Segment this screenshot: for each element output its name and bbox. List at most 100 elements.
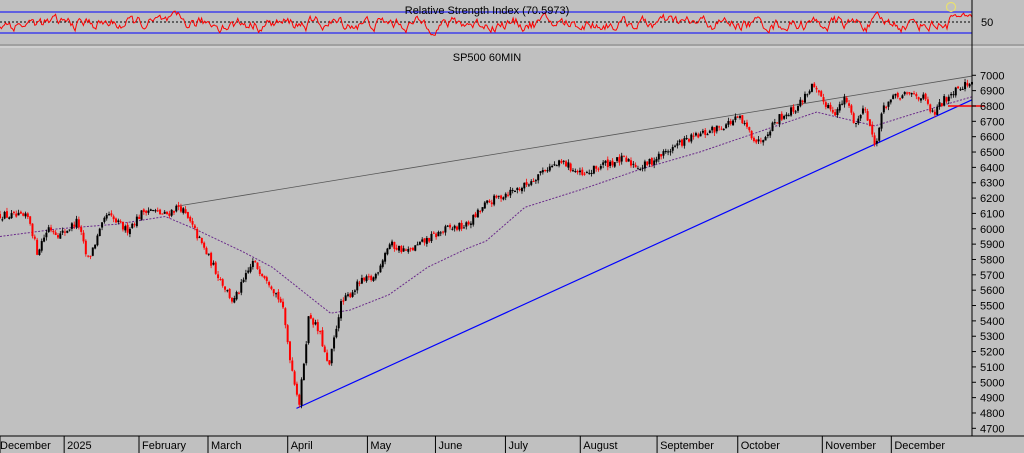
candle-body bbox=[349, 293, 352, 298]
candle-body bbox=[370, 275, 373, 281]
candle-body bbox=[578, 170, 581, 173]
candle-body bbox=[773, 122, 776, 124]
candle-body bbox=[866, 111, 869, 121]
candle-body bbox=[112, 216, 115, 220]
candle-body bbox=[22, 213, 25, 216]
candle-body bbox=[495, 195, 498, 198]
candle-body bbox=[581, 169, 584, 175]
candle-body bbox=[135, 216, 138, 227]
candle-body bbox=[908, 92, 911, 94]
candle-body bbox=[553, 164, 556, 166]
trendlines bbox=[179, 75, 973, 409]
candle-body bbox=[940, 103, 943, 107]
candle-body bbox=[31, 223, 34, 237]
time-axis-labels: December 2025 February March April May June Jul… bbox=[0, 436, 945, 453]
candle-body bbox=[358, 282, 361, 284]
candle-body bbox=[706, 134, 709, 136]
time-axis-label: December bbox=[894, 440, 945, 452]
resistance-trendline bbox=[179, 75, 973, 207]
candle-body bbox=[620, 155, 623, 162]
candle-body bbox=[277, 291, 280, 300]
candle-body bbox=[848, 103, 851, 106]
candle-body bbox=[224, 286, 227, 290]
candle-body bbox=[377, 272, 380, 274]
candle-body bbox=[446, 225, 449, 227]
candle-body bbox=[365, 276, 368, 282]
candle-body bbox=[513, 191, 516, 193]
candle-body bbox=[59, 233, 62, 239]
candle-body bbox=[121, 221, 124, 230]
price-tick-label: 4700 bbox=[980, 423, 1004, 435]
candle-body bbox=[126, 224, 129, 233]
candle-body bbox=[444, 226, 447, 233]
candle-body bbox=[669, 151, 672, 153]
candle-body bbox=[592, 165, 595, 174]
candle-body bbox=[210, 252, 213, 266]
candle-body bbox=[103, 217, 106, 222]
candle-body bbox=[641, 167, 644, 169]
candle-body bbox=[822, 97, 825, 102]
candle-body bbox=[653, 160, 656, 165]
candle-body bbox=[437, 231, 440, 237]
candle-body bbox=[184, 209, 187, 214]
candle-body bbox=[270, 286, 273, 289]
candle-body bbox=[683, 138, 686, 146]
candle-body bbox=[843, 96, 846, 105]
candle-body bbox=[906, 92, 909, 94]
candle-body bbox=[711, 126, 714, 131]
candle-body bbox=[481, 207, 484, 211]
candle-body bbox=[687, 139, 690, 142]
candle-body bbox=[284, 308, 287, 326]
price-tick-label: 4900 bbox=[980, 393, 1004, 405]
candle-body bbox=[379, 265, 382, 273]
candle-body bbox=[794, 111, 797, 113]
candle-body bbox=[690, 134, 693, 142]
price-tick-label: 6600 bbox=[980, 132, 1004, 144]
candle-body bbox=[337, 317, 340, 329]
candle-body bbox=[759, 140, 762, 142]
candle-body bbox=[667, 151, 670, 153]
candle-body bbox=[19, 211, 22, 214]
candle-body bbox=[416, 244, 419, 246]
candle-body bbox=[910, 93, 913, 95]
candle-body bbox=[68, 229, 71, 231]
candle-body bbox=[739, 116, 742, 118]
candle-body bbox=[599, 166, 602, 169]
time-axis-label: April bbox=[291, 440, 313, 452]
candle-body bbox=[534, 180, 537, 182]
candle-body bbox=[26, 213, 29, 218]
candle-body bbox=[152, 209, 155, 211]
candle-body bbox=[43, 237, 46, 242]
candle-body bbox=[919, 98, 922, 101]
candle-body bbox=[73, 224, 76, 227]
candle-body bbox=[145, 210, 148, 213]
candle-body bbox=[720, 128, 723, 130]
candle-body bbox=[824, 102, 827, 107]
candle-body bbox=[226, 290, 229, 292]
candle-body bbox=[857, 118, 860, 124]
candle-body bbox=[560, 160, 563, 163]
price-tick-label: 6900 bbox=[980, 86, 1004, 98]
candle-body bbox=[300, 379, 303, 406]
candle-body bbox=[922, 94, 925, 99]
candle-body bbox=[623, 155, 626, 157]
candle-body bbox=[346, 294, 349, 296]
candle-body bbox=[418, 241, 421, 245]
time-axis-label: July bbox=[508, 440, 528, 452]
candle-body bbox=[950, 93, 953, 96]
candle-body bbox=[790, 107, 793, 116]
candle-body bbox=[191, 221, 194, 225]
candle-body bbox=[722, 129, 725, 131]
candle-body bbox=[625, 157, 628, 162]
candle-body bbox=[894, 93, 897, 96]
candle-body bbox=[61, 230, 64, 233]
candle-body bbox=[247, 270, 250, 273]
price-tick-label: 6800 bbox=[980, 101, 1004, 113]
candle-body bbox=[244, 273, 247, 280]
price-tick-label: 6200 bbox=[980, 193, 1004, 205]
candle-body bbox=[219, 279, 222, 281]
candle-body bbox=[119, 221, 122, 223]
candle-body bbox=[449, 224, 452, 228]
candle-body bbox=[89, 255, 92, 257]
candle-body bbox=[469, 223, 472, 225]
